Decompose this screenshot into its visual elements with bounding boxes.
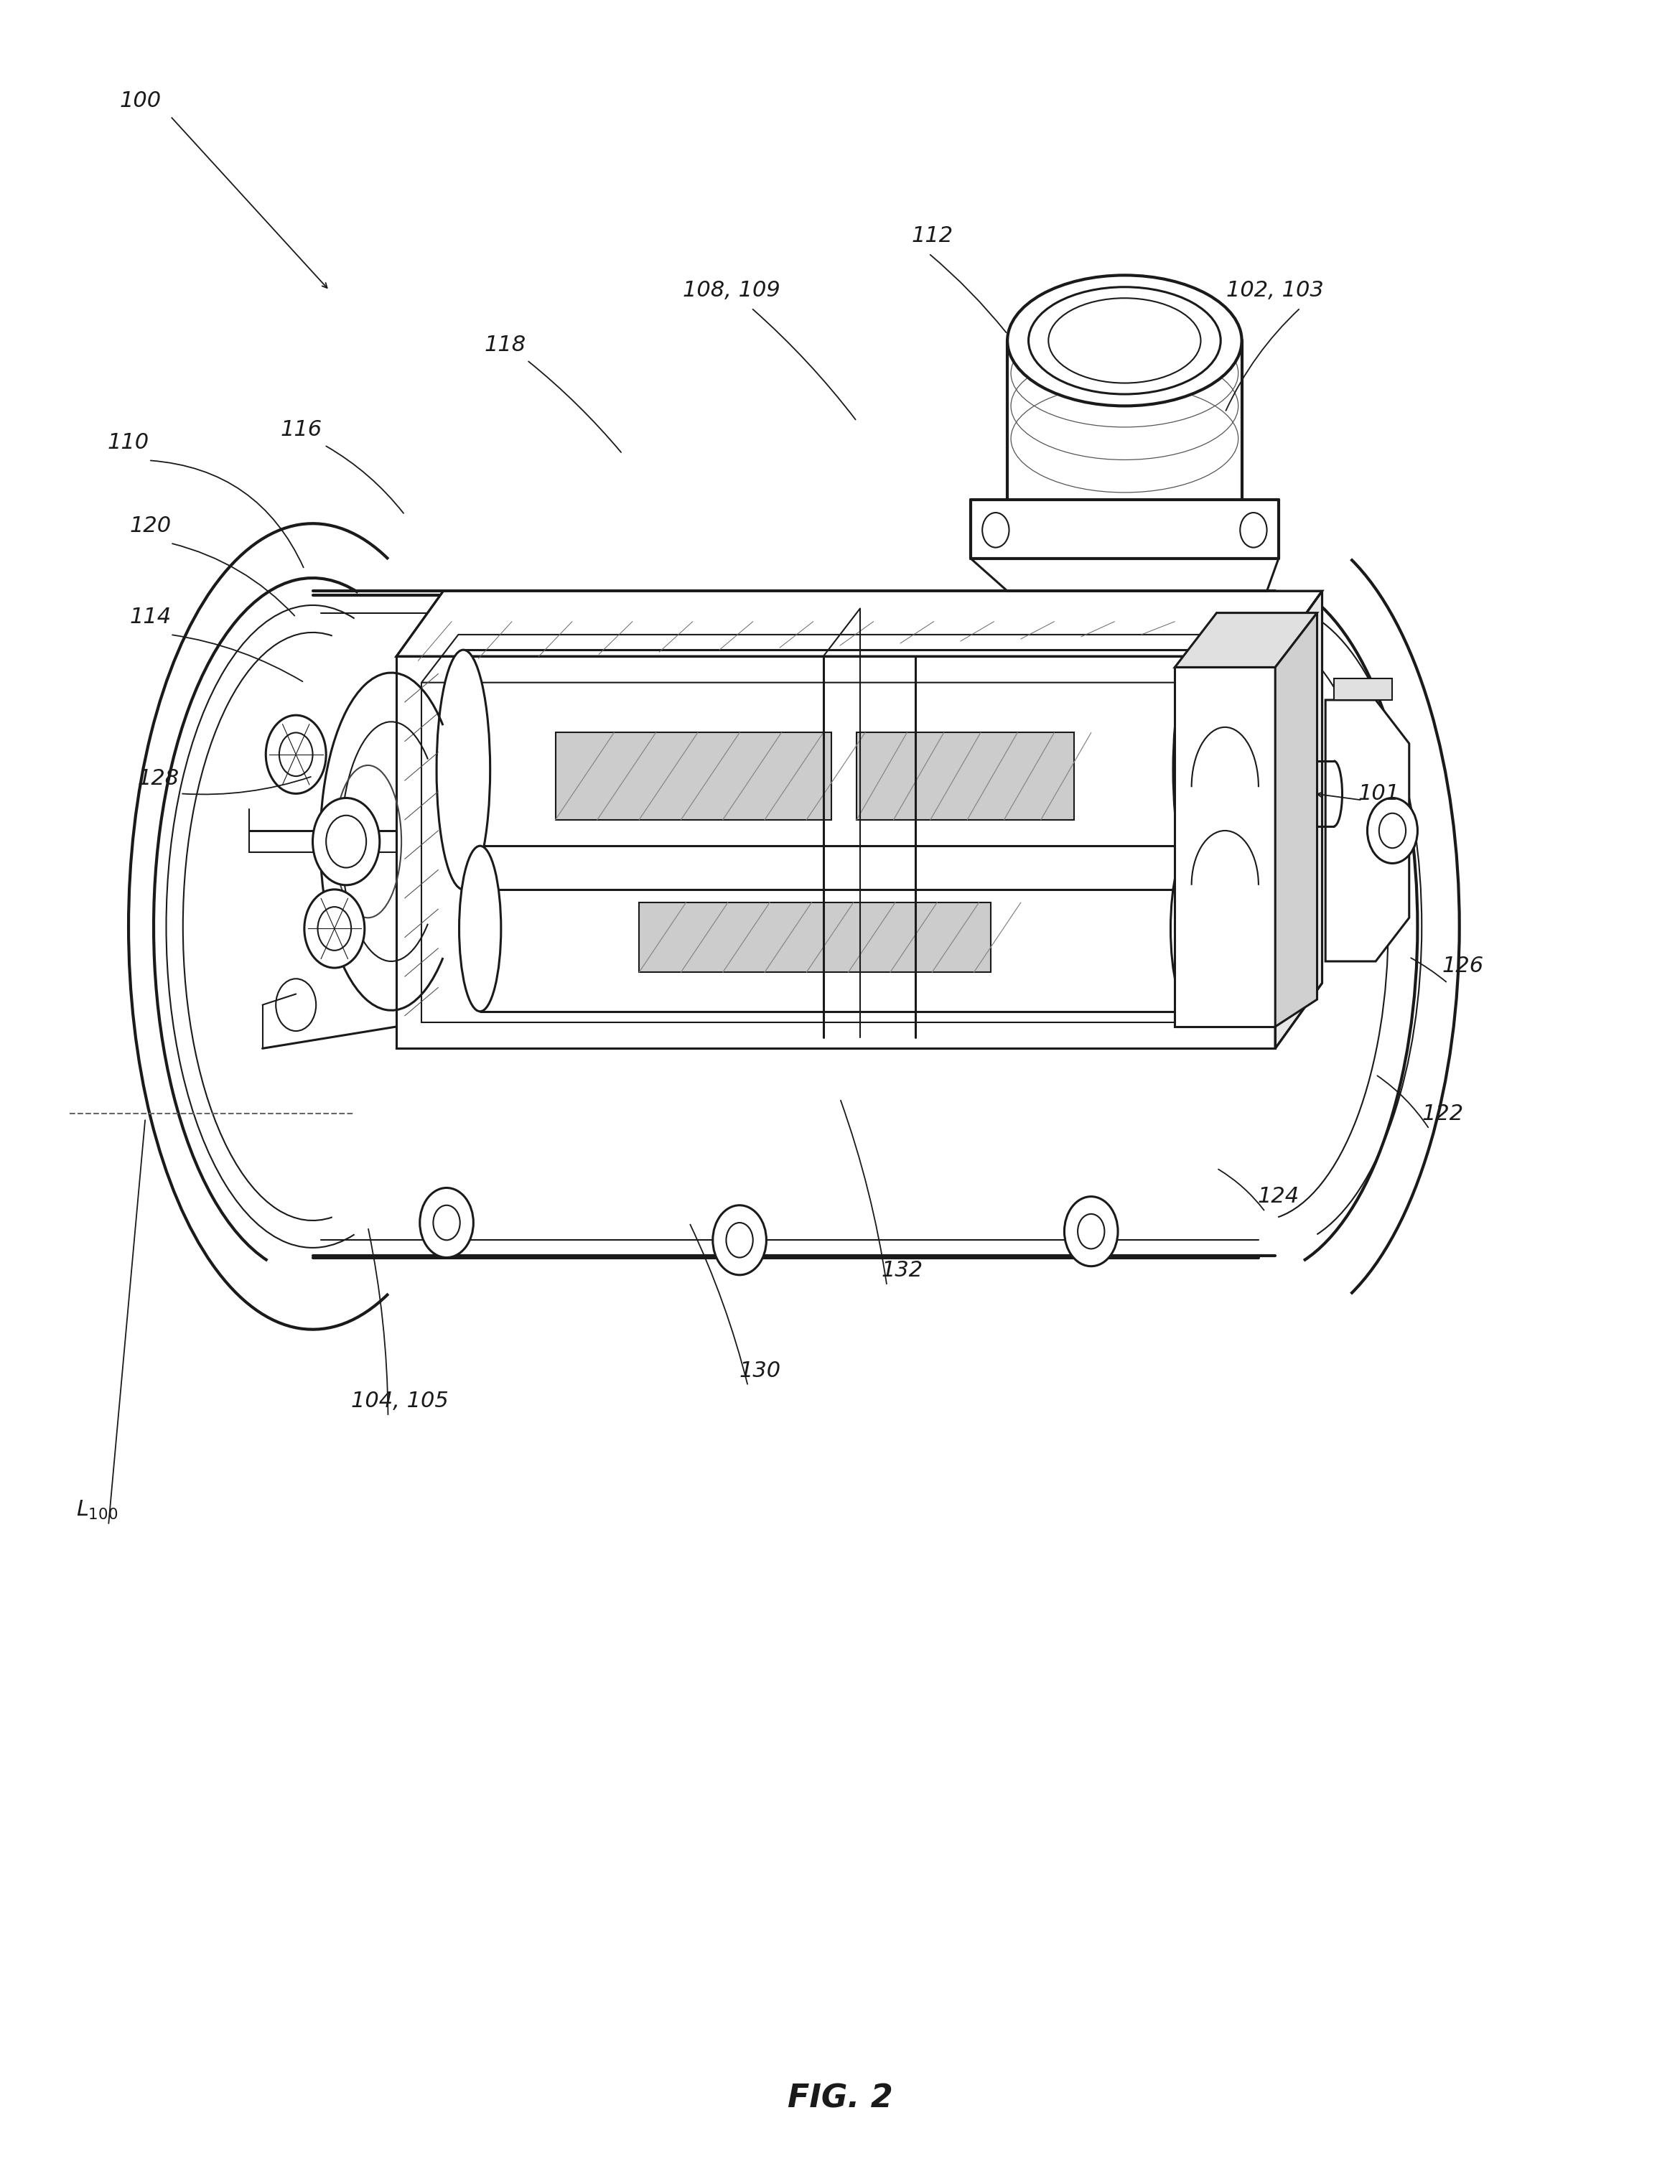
Polygon shape: [1275, 614, 1317, 1026]
Text: 120: 120: [129, 515, 171, 535]
Circle shape: [420, 1188, 474, 1258]
Text: 132: 132: [880, 1260, 922, 1282]
Circle shape: [1368, 797, 1418, 863]
Ellipse shape: [459, 845, 501, 1011]
Text: 118: 118: [484, 334, 526, 356]
Text: 130: 130: [739, 1361, 781, 1380]
Polygon shape: [1174, 614, 1317, 668]
Text: 126: 126: [1441, 954, 1483, 976]
Circle shape: [265, 714, 326, 793]
Text: 104, 105: 104, 105: [351, 1391, 449, 1411]
Text: 112: 112: [911, 225, 953, 247]
Text: 108, 109: 108, 109: [682, 280, 780, 301]
Ellipse shape: [1171, 845, 1213, 1011]
Bar: [556, 732, 832, 819]
Ellipse shape: [1028, 286, 1221, 393]
Polygon shape: [1334, 679, 1393, 699]
Text: 100: 100: [119, 90, 161, 111]
Polygon shape: [1174, 668, 1275, 1026]
Polygon shape: [396, 657, 1275, 1048]
Circle shape: [712, 1206, 766, 1275]
Ellipse shape: [437, 651, 491, 889]
Text: $L_{100}$: $L_{100}$: [76, 1498, 118, 1522]
Text: 116: 116: [281, 419, 323, 441]
Bar: [857, 732, 1075, 819]
Ellipse shape: [1008, 275, 1242, 406]
Circle shape: [312, 797, 380, 885]
Circle shape: [304, 889, 365, 968]
Ellipse shape: [1173, 651, 1226, 889]
Circle shape: [326, 815, 366, 867]
Ellipse shape: [1048, 297, 1201, 382]
Polygon shape: [396, 592, 1322, 657]
Bar: [638, 902, 991, 972]
Text: 114: 114: [129, 607, 171, 627]
Circle shape: [1065, 1197, 1117, 1267]
Text: 122: 122: [1421, 1103, 1463, 1125]
Polygon shape: [1326, 699, 1410, 961]
Text: 128: 128: [138, 769, 180, 788]
Text: FIG. 2: FIG. 2: [788, 2084, 892, 2114]
Text: 110: 110: [108, 432, 150, 454]
Text: 101: 101: [1357, 784, 1399, 804]
Text: 102, 103: 102, 103: [1226, 280, 1324, 301]
Text: 124: 124: [1258, 1186, 1299, 1208]
Polygon shape: [1275, 592, 1322, 1048]
